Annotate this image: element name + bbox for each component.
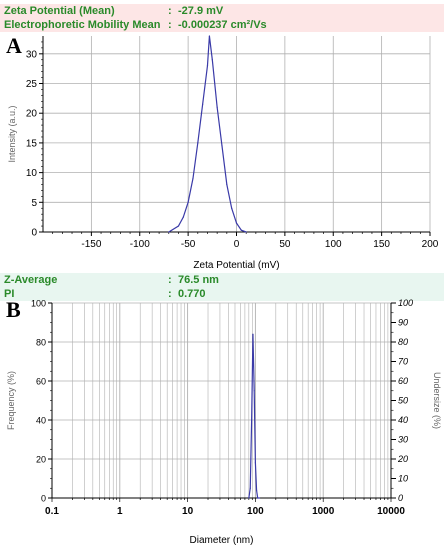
zeta-intensity-point: [182, 216, 184, 218]
size-frequency-point: [248, 497, 250, 499]
zeta-x-tick-label: 100: [325, 239, 342, 250]
size-y2-tick-label: 100: [398, 298, 413, 308]
size-y2-axis-title: Undersize (%): [432, 372, 442, 429]
zeta-x-tick-label: 0: [234, 239, 240, 250]
zeta-potential-value: -27.9 mV: [178, 5, 224, 17]
zeta-intensity-point: [177, 225, 180, 227]
size-y2-tick-label: 70: [398, 357, 408, 367]
z-average-label: Z-Average: [4, 274, 58, 286]
pi-label: PI: [4, 288, 15, 300]
size-y2-tick-label: 0: [398, 493, 403, 503]
size-y-tick-label: 80: [36, 338, 46, 348]
size-x-tick-label: 1000: [312, 506, 335, 517]
size-x-tick-label: 10: [182, 506, 194, 517]
zeta-y-tick-label: 20: [26, 109, 38, 120]
size-y2-tick-label: 80: [398, 337, 408, 347]
size-frequency-point: [251, 419, 253, 421]
zeta-intensity-point: [216, 106, 218, 108]
mobility-value: -0.000237 cm²/Vs: [178, 19, 267, 31]
size-y-tick-label: 0: [41, 494, 46, 504]
pi-separator: :: [168, 288, 172, 300]
mobility-row: Electrophoretic Mobility Mean : -0.00023…: [0, 18, 444, 32]
zeta-intensity-point: [245, 231, 247, 233]
zeta-y-tick-label: 30: [26, 49, 38, 60]
size-y2-tick-label: 50: [398, 396, 408, 406]
pi-value: 0.770: [178, 288, 206, 300]
zeta-x-tick-label: -50: [181, 239, 196, 250]
zeta-x-tick-label: -150: [81, 239, 101, 250]
size-y2-tick-label: 10: [398, 474, 408, 484]
zeta-intensity-point: [192, 177, 194, 180]
zeta-x-axis-title: Zeta Potential (mV): [193, 260, 279, 271]
z-average-value: 76.5 nm: [178, 274, 219, 286]
size-frequency-point: [253, 390, 255, 392]
zeta-x-tick-label: -100: [130, 239, 150, 250]
zeta-intensity-point: [211, 59, 213, 61]
size-frequency-point: [252, 333, 254, 335]
size-y-tick-label: 60: [36, 377, 46, 387]
zeta-potential-row: Zeta Potential (Mean) : -27.9 mV: [0, 4, 444, 18]
size-y-axis-title: Frequency (%): [6, 371, 16, 430]
zeta-intensity-point: [206, 65, 209, 67]
size-frequency-point: [258, 497, 261, 499]
z-average-row: Z-Average : 76.5 nm: [0, 273, 444, 287]
panel-label-a: A: [6, 33, 22, 58]
pi-row: PI : 0.770: [0, 287, 444, 301]
zeta-intensity-point: [235, 222, 238, 224]
size-frequency-point: [257, 497, 259, 499]
size-x-tick-label: 10000: [377, 506, 405, 517]
size-frequency-point: [254, 462, 256, 464]
zeta-intensity-point: [231, 207, 233, 209]
mobility-separator: :: [168, 19, 172, 31]
zeta-y-tick-label: 25: [26, 79, 38, 90]
size-x-tick-label: 1: [117, 506, 123, 517]
zeta-intensity-point: [240, 229, 242, 231]
size-y2-tick-label: 30: [398, 435, 408, 445]
size-y-tick-label: 20: [36, 455, 46, 465]
zeta-y-tick-label: 10: [26, 168, 38, 179]
size-y-tick-label: 40: [36, 416, 46, 426]
zeta-y-axis-title: Intensity (a.u.): [7, 105, 17, 162]
size-y2-tick-label: 60: [398, 376, 408, 386]
zeta-y-tick-label: 0: [31, 228, 37, 239]
z-average-separator: :: [168, 274, 172, 286]
zeta-x-tick-label: 50: [279, 239, 291, 250]
zeta-intensity-point: [197, 142, 199, 144]
size-y2-tick-label: 40: [398, 415, 408, 425]
zeta-intensity-point: [187, 201, 189, 203]
panel-label-b: B: [6, 297, 21, 322]
zeta-potential-label: Zeta Potential (Mean): [4, 5, 115, 17]
size-y2-tick-label: 90: [398, 318, 408, 328]
mobility-label: Electrophoretic Mobility Mean: [4, 19, 161, 31]
size-y-tick-label: 100: [31, 299, 46, 309]
zeta-intensity-point: [208, 35, 211, 37]
size-frequency-point: [249, 487, 251, 489]
zeta-intensity-point: [226, 183, 228, 186]
size-y2-tick-label: 20: [397, 454, 408, 464]
zeta-intensity-point: [202, 103, 204, 105]
zeta-potential-separator: :: [168, 5, 172, 17]
zeta-intensity-point: [168, 231, 170, 233]
size-frequency-line: [248, 334, 260, 499]
zeta-y-tick-label: 5: [31, 198, 37, 209]
size-x-tick-label: 100: [247, 506, 264, 517]
size-x-axis-title: Diameter (nm): [190, 535, 254, 546]
zeta-x-tick-label: 200: [422, 239, 439, 250]
zeta-y-tick-label: 15: [26, 138, 38, 149]
size-frequency-point: [255, 489, 258, 491]
size-x-tick-label: 0.1: [45, 506, 59, 517]
zeta-intensity-point: [221, 145, 223, 147]
zeta-x-tick-label: 150: [373, 239, 390, 250]
